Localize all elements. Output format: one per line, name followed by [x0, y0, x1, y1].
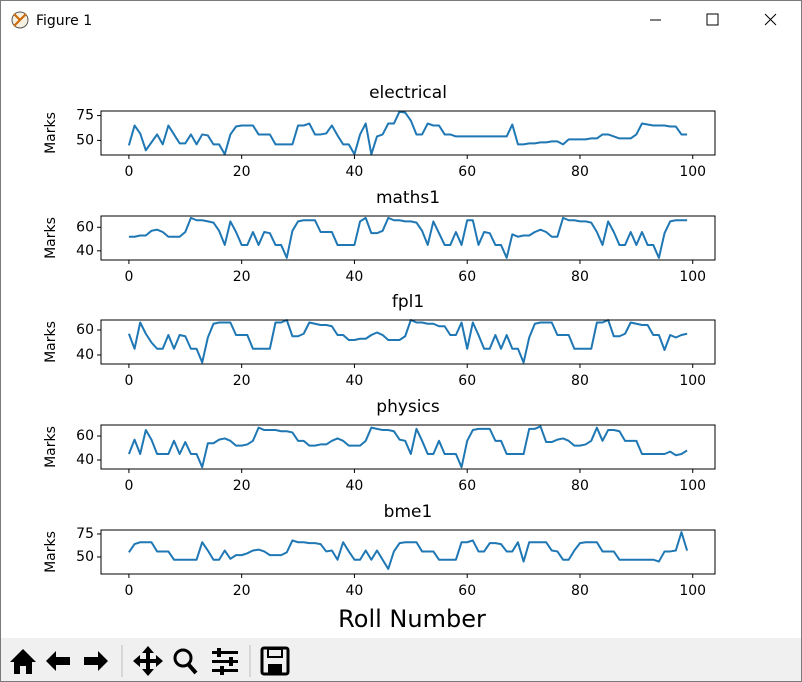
y-tick-label: 50 — [76, 549, 94, 565]
x-tick-label: 60 — [458, 583, 476, 599]
x-tick-label: 100 — [679, 269, 706, 285]
x-tick-label: 0 — [124, 164, 133, 180]
toolbar-separator — [121, 645, 251, 677]
data-line — [128, 216, 688, 259]
y-axis-label: Marks — [43, 426, 59, 468]
axes-background — [101, 111, 715, 155]
x-tick-label: 40 — [346, 583, 364, 599]
axes-frame — [100, 529, 716, 575]
x-tick-label: 0 — [124, 583, 133, 599]
pan-button[interactable] — [133, 646, 163, 676]
x-tick-label: 0 — [124, 478, 133, 494]
subplot-title: maths1 — [376, 188, 440, 208]
x-tick-label: 100 — [679, 583, 706, 599]
x-axis-label: Roll Number — [338, 605, 486, 633]
x-tick-label: 0 — [124, 373, 133, 389]
x-tick-label: 80 — [571, 164, 589, 180]
y-tick-label: 60 — [76, 428, 94, 444]
y-tick-label: 40 — [76, 347, 94, 363]
x-tick-label: 40 — [346, 164, 364, 180]
x-tick-label: 80 — [571, 583, 589, 599]
y-axis-label: Marks — [43, 112, 59, 154]
y-tick-label: 75 — [76, 526, 94, 542]
data-line — [127, 319, 688, 364]
x-tick-label: 0 — [124, 269, 133, 285]
subplot-title: fpl1 — [392, 292, 424, 312]
y-tick-label: 60 — [76, 219, 94, 235]
x-tick-label: 80 — [571, 269, 589, 285]
x-tick-label: 40 — [346, 269, 364, 285]
y-tick-label: 40 — [76, 452, 94, 468]
configure-button[interactable] — [212, 648, 238, 675]
axes-background — [101, 216, 715, 260]
x-tick-label: 60 — [458, 478, 476, 494]
x-tick-label: 40 — [346, 478, 364, 494]
data-line — [127, 110, 688, 156]
title-bar: Figure 1 — [11, 11, 777, 29]
x-tick-label: 60 — [458, 269, 476, 285]
x-tick-label: 100 — [679, 478, 706, 494]
x-tick-label: 80 — [571, 373, 589, 389]
x-tick-label: 100 — [679, 373, 706, 389]
x-tick-label: 20 — [233, 373, 251, 389]
x-tick-label: 20 — [233, 478, 251, 494]
y-axis-label: Marks — [43, 321, 59, 363]
zoom-button[interactable] — [173, 648, 198, 675]
window-title: Figure 1 — [36, 13, 92, 29]
maximize-button[interactable] — [706, 13, 719, 26]
charts: electrical 0 20 40 60 80 100 50 75 Marks maths1 0 20… — [43, 83, 716, 633]
x-tick-label: 100 — [679, 164, 706, 180]
axes-frame — [100, 215, 716, 261]
app-icon-glyph — [13, 13, 27, 27]
axes-frame — [100, 110, 716, 156]
subplot-title: physics — [376, 397, 440, 417]
axes-frame — [100, 319, 716, 365]
y-axis-label: Marks — [43, 531, 59, 573]
toolbar — [1, 638, 801, 681]
axes-background — [101, 530, 715, 574]
toolbar-background — [1, 638, 801, 681]
close-button[interactable] — [764, 13, 777, 26]
y-tick-label: 50 — [76, 132, 94, 148]
x-tick-label: 20 — [233, 164, 251, 180]
axes-frame — [100, 424, 716, 470]
data-line — [127, 425, 688, 469]
x-tick-label: 60 — [458, 164, 476, 180]
x-tick-label: 40 — [346, 373, 364, 389]
y-tick-label: 60 — [76, 322, 94, 338]
y-tick-label: 75 — [76, 108, 94, 124]
save-button[interactable] — [260, 646, 290, 676]
x-tick-label: 80 — [571, 478, 589, 494]
x-tick-label: 20 — [233, 583, 251, 599]
back-button[interactable] — [46, 651, 70, 671]
y-axis-label: Marks — [43, 217, 59, 259]
home-button[interactable] — [10, 649, 36, 674]
subplot-title: electrical — [369, 83, 447, 103]
forward-button[interactable] — [84, 651, 108, 671]
x-tick-label: 20 — [233, 269, 251, 285]
y-tick-label: 40 — [76, 243, 94, 259]
x-tick-label: 60 — [458, 373, 476, 389]
data-line — [128, 531, 689, 570]
subplot-title: bme1 — [384, 502, 433, 522]
